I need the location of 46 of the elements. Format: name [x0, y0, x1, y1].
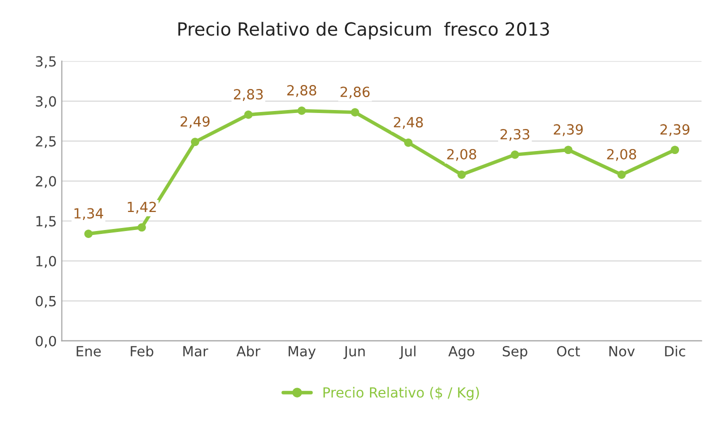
x-tick-label: Sep [502, 346, 528, 360]
x-tick-label: Mar [183, 346, 208, 356]
point [457, 170, 466, 179]
y-tick-label: 1,0 [36, 256, 56, 268]
x-tick-label: Jul [399, 346, 416, 360]
x-tick-label: Nov [609, 346, 635, 356]
point [510, 150, 520, 159]
data-label: 1,42 [128, 202, 156, 214]
x-tick-label: May [288, 346, 316, 360]
data-label: 2,08 [607, 148, 636, 161]
y-tick-label: 0,0 [36, 336, 56, 348]
data-label: 2,88 [287, 85, 316, 97]
point [190, 138, 200, 146]
point [350, 108, 360, 116]
point [670, 146, 680, 154]
data-label: 2,86 [340, 86, 370, 99]
point [404, 138, 412, 147]
y-tick-label: 2,5 [36, 136, 56, 148]
data-label: 2,48 [394, 116, 423, 129]
data-label: 2,39 [660, 124, 690, 136]
data-label: 1,34 [74, 208, 104, 220]
data-label: 2,08 [447, 148, 476, 161]
data-label: 2,49 [180, 116, 210, 128]
point [138, 223, 146, 232]
y-tick-label: 1,5 [36, 216, 56, 228]
point [617, 170, 626, 179]
x-tick-label: Ene [76, 346, 101, 356]
data-label: 2,39 [554, 124, 583, 136]
point [298, 106, 306, 115]
x-tick-label: Abr [236, 346, 260, 356]
point [564, 146, 572, 154]
x-tick-label: Oct [557, 346, 580, 356]
chart-title: Precio Relativo de Capsicum fresco 2013 [178, 22, 549, 40]
x-tick-label: Feb [130, 346, 154, 356]
data-label: 2,83 [234, 89, 263, 101]
y-tick-label: 3,5 [36, 56, 56, 68]
data-label: 2,33 [500, 128, 530, 141]
y-tick-label: 2,0 [36, 176, 56, 188]
point [84, 230, 93, 238]
y-tick-label: 3,0 [36, 96, 56, 108]
y-tick-label: 0,5 [36, 296, 56, 308]
x-tick-label: Jun [343, 346, 365, 360]
x-tick-label: Dic [665, 346, 686, 356]
x-tick-label: Ago [448, 346, 474, 360]
point [244, 110, 253, 119]
legend-label: Precio Relativo ($ / Kg) [324, 386, 479, 400]
